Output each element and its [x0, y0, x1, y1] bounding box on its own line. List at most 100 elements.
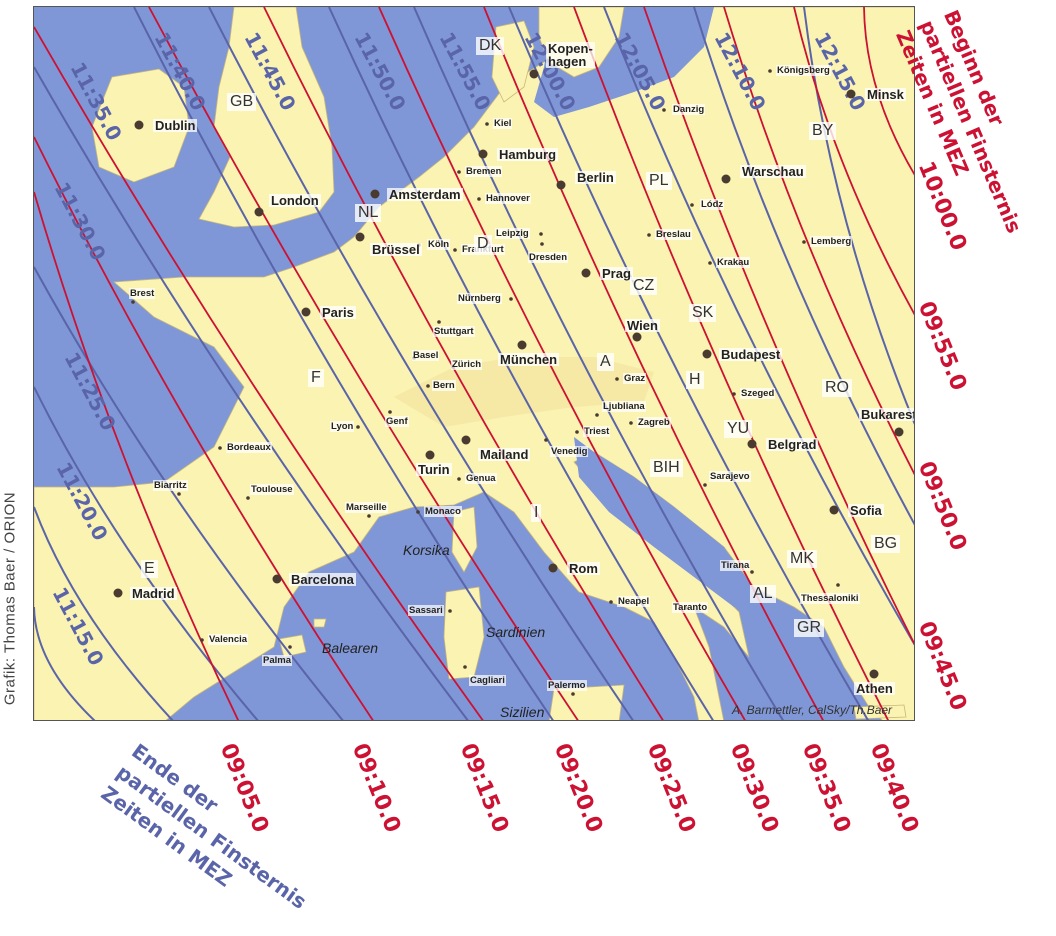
- country-code: A: [597, 353, 614, 371]
- city-label: Bremen: [465, 166, 503, 177]
- city-dot: [131, 300, 135, 304]
- country-code: SK: [689, 304, 717, 322]
- begin-time-right-label: 09:55.0: [912, 298, 972, 395]
- capital-dot: [581, 268, 591, 278]
- city-label: Biarritz: [153, 480, 188, 491]
- city-label: Brest: [129, 288, 156, 299]
- city-label: Leipzig: [495, 228, 530, 239]
- capital-dot: [370, 189, 380, 199]
- city-dot: [463, 665, 467, 669]
- city-dot: [457, 170, 461, 174]
- city-label: Genua: [465, 473, 497, 484]
- land-mallorca: [278, 634, 307, 658]
- country-code: F: [308, 369, 324, 387]
- country-code: E: [141, 560, 158, 578]
- capital-label: München: [498, 352, 560, 367]
- city-label: Sassari: [408, 605, 444, 616]
- capital-label: Madrid: [130, 586, 177, 601]
- city-dot: [802, 240, 806, 244]
- country-code: RO: [822, 379, 852, 397]
- capital-label: Bukarest: [859, 408, 914, 421]
- begin-time-bottom-label: 09:20.0: [548, 740, 608, 837]
- capital-label: Paris: [320, 305, 356, 320]
- country-code: I: [531, 504, 542, 522]
- begin-time-bottom-label: 09:40.0: [864, 740, 924, 837]
- city-label: Marseille: [345, 502, 388, 513]
- city-label: Nürnberg: [457, 293, 502, 304]
- city-dot: [629, 421, 633, 425]
- country-code: CZ: [630, 277, 658, 295]
- capital-dot: [272, 574, 282, 584]
- capital-label: Warschau: [740, 164, 806, 179]
- city-label: Königsberg: [776, 65, 831, 76]
- region-label: Sizilien: [500, 704, 545, 720]
- city-label: Thessaloniki: [800, 593, 860, 604]
- city-dot: [356, 425, 360, 429]
- country-code: GB: [227, 93, 257, 111]
- begin-contour-line: [34, 191, 240, 720]
- city-dot: [437, 320, 441, 324]
- region-label: Balearen: [322, 640, 379, 656]
- city-dot: [836, 583, 840, 587]
- begin-contour-line: [34, 136, 374, 720]
- capital-label: Berlin: [575, 170, 616, 185]
- city-label: Ljubliana: [602, 401, 646, 412]
- capital-dot: [548, 563, 558, 573]
- land-sicily: [548, 684, 625, 720]
- begin-time-right-label: 09:50.0: [912, 458, 972, 555]
- capital-label: Budapest: [719, 347, 783, 362]
- city-label: Szeged: [740, 388, 776, 399]
- capital-label: Prag: [600, 266, 633, 281]
- capital-dot: [529, 69, 539, 79]
- city-label: Lemberg: [810, 236, 853, 247]
- begin-time-bottom-label: 09:35.0: [796, 740, 856, 837]
- capital-dot: [846, 89, 856, 99]
- capital-dot: [556, 180, 566, 190]
- capital-label: Barcelona: [289, 572, 356, 587]
- map-credit: A. Barmettler, CalSky/Th.Baer: [732, 703, 893, 717]
- capital-dot: [461, 435, 471, 445]
- city-label: Danzig: [672, 104, 706, 115]
- city-dot: [485, 122, 489, 126]
- end-contour-line: [34, 506, 174, 720]
- city-dot: [703, 483, 707, 487]
- city-label: Graz: [623, 373, 647, 384]
- city-label: Palma: [262, 655, 292, 666]
- begin-time-bottom-label: 09:25.0: [641, 740, 701, 837]
- capital-dot: [425, 450, 435, 460]
- city-dot: [246, 496, 250, 500]
- city-label: Dresden: [528, 252, 569, 263]
- end-contour-line: [133, 7, 554, 720]
- capital-dot: [517, 340, 527, 350]
- region-label: Sardinien: [486, 624, 546, 640]
- end-contour-line: [208, 7, 634, 720]
- city-label: Kiel: [493, 118, 513, 129]
- city-dot: [453, 248, 457, 252]
- begin-time-bottom-label: 09:15.0: [454, 740, 514, 837]
- capital-dot: [829, 505, 839, 515]
- city-label: Triest: [583, 426, 611, 437]
- city-dot: [750, 570, 754, 574]
- capital-dot: [134, 120, 144, 130]
- capital-label: Minsk: [865, 87, 906, 102]
- city-label: Neapel: [617, 596, 651, 607]
- country-code: GR: [794, 619, 824, 637]
- begin-contour-line: [34, 26, 484, 720]
- end-contour-line: [803, 7, 914, 425]
- city-label: Monaco: [424, 506, 462, 517]
- end-contour-line: [413, 7, 784, 720]
- city-dot: [539, 232, 543, 236]
- city-dot: [509, 297, 513, 301]
- graphic-credit: Grafik: Thomas Baer / ORION: [1, 491, 19, 706]
- capital-label: Wien: [625, 318, 660, 333]
- capital-dot: [113, 588, 123, 598]
- capital-label: Kopen- hagen: [546, 41, 595, 69]
- capital-dot: [355, 232, 365, 242]
- country-code: MK: [787, 550, 817, 568]
- capital-label: Sofia: [848, 503, 884, 518]
- country-code: BY: [809, 122, 837, 140]
- city-label: Sarajevo: [709, 471, 751, 482]
- city-label: Cagliari: [469, 675, 506, 686]
- capital-label: Belgrad: [766, 437, 819, 452]
- city-label: Toulouse: [250, 484, 294, 495]
